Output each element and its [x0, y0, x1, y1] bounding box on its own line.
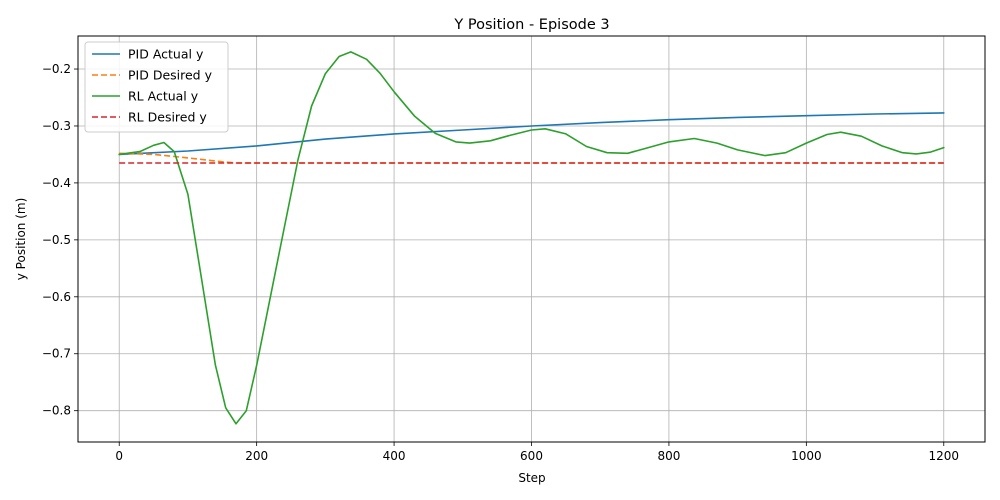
y-tick-label: −0.5	[42, 233, 71, 247]
legend-label-pid-desired-y: PID Desired y	[128, 68, 213, 83]
x-tick-label: 400	[383, 449, 406, 463]
legend-label-pid-actual-y: PID Actual y	[128, 47, 204, 62]
y-tick-label: −0.7	[42, 347, 71, 361]
x-tick-label: 600	[520, 449, 543, 463]
y-tick-label: −0.6	[42, 290, 71, 304]
legend-label-rl-desired-y: RL Desired y	[128, 110, 207, 125]
x-tick-label: 1000	[791, 449, 822, 463]
y-axis-label: y Position (m)	[14, 198, 28, 281]
y-tick-label: −0.2	[42, 62, 71, 76]
legend: PID Actual y PID Desired y RL Actual y RL D…	[85, 42, 228, 132]
x-tick-label: 800	[657, 449, 680, 463]
x-axis-label: Step	[518, 471, 545, 485]
chart-title: Y Position - Episode 3	[453, 17, 609, 33]
legend-label-rl-actual-y: RL Actual y	[128, 89, 199, 104]
y-tick-label: −0.3	[42, 119, 71, 133]
x-tick-label: 200	[245, 449, 268, 463]
y-tick-label: −0.8	[42, 404, 71, 418]
x-tick-label: 0	[115, 449, 123, 463]
x-tick-label: 1200	[928, 449, 959, 463]
y-tick-label: −0.4	[42, 176, 71, 190]
